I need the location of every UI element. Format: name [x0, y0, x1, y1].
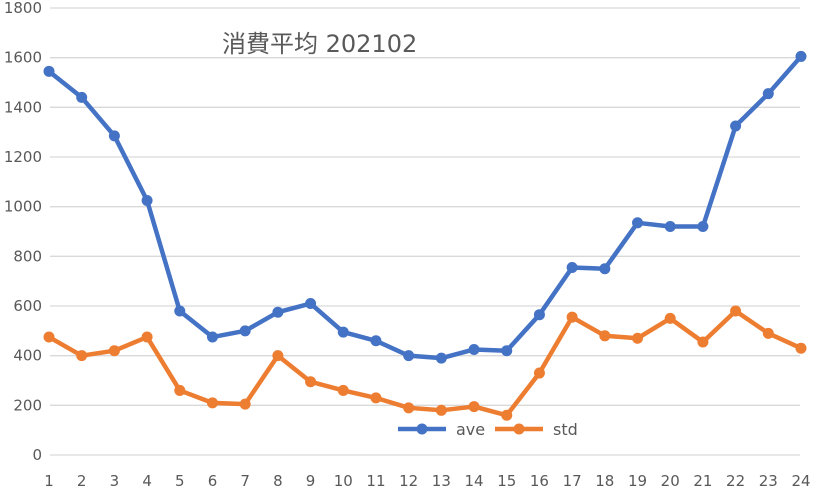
series-ave	[43, 50, 807, 364]
x-tick-label: 22	[726, 472, 745, 490]
data-point-marker	[305, 376, 317, 388]
data-point-marker	[272, 350, 284, 362]
series-line	[46, 308, 804, 418]
data-point-marker	[239, 398, 251, 410]
legend-item-std: std	[495, 420, 578, 439]
data-point-marker	[566, 262, 578, 274]
data-point-marker	[370, 392, 382, 404]
data-point-marker	[795, 342, 807, 354]
x-tick-label: 17	[563, 472, 582, 490]
x-tick-label: 20	[661, 472, 680, 490]
y-tick-label: 1400	[4, 98, 42, 116]
gridlines	[50, 7, 800, 456]
data-point-marker	[174, 305, 186, 317]
data-point-marker	[76, 350, 88, 362]
x-tick-label: 23	[759, 472, 778, 490]
data-point-marker	[566, 311, 578, 323]
data-point-marker	[206, 397, 218, 409]
legend-label: std	[553, 420, 578, 439]
data-point-marker	[337, 326, 349, 338]
x-tick-label: 21	[693, 472, 712, 490]
data-point-marker	[468, 343, 480, 355]
legend-label: ave	[456, 420, 485, 439]
data-point-marker	[403, 402, 415, 414]
series-std	[43, 305, 807, 421]
data-point-marker	[305, 298, 317, 310]
data-point-marker	[697, 336, 709, 348]
x-tick-label: 13	[432, 472, 451, 490]
data-point-marker	[664, 221, 676, 233]
x-tick-label: 6	[208, 472, 218, 490]
data-point-marker	[108, 345, 120, 357]
data-point-marker	[533, 367, 545, 379]
y-tick-label: 800	[13, 247, 42, 265]
data-point-marker	[795, 50, 807, 62]
data-point-marker	[43, 331, 55, 343]
data-point-marker	[174, 384, 186, 396]
x-tick-label: 16	[530, 472, 549, 490]
x-tick-label: 4	[142, 472, 152, 490]
data-point-marker	[762, 88, 774, 100]
y-tick-label: 1200	[4, 148, 42, 166]
x-tick-label: 11	[366, 472, 385, 490]
y-axis-ticks: 0 200 400 600 800 1000 1200 1400 1600 1800	[4, 0, 42, 464]
x-tick-label: 18	[595, 472, 614, 490]
y-tick-label: 200	[13, 396, 42, 414]
data-point-marker	[762, 327, 774, 339]
legend-item-ave: ave	[398, 420, 485, 439]
data-point-marker	[141, 331, 153, 343]
data-point-marker	[468, 401, 480, 413]
data-point-marker	[697, 221, 709, 233]
data-point-marker	[141, 194, 153, 206]
data-point-marker	[501, 409, 513, 421]
data-point-marker	[730, 120, 742, 132]
data-point-marker	[599, 330, 611, 342]
x-tick-label: 15	[497, 472, 516, 490]
data-point-marker	[43, 65, 55, 77]
data-point-marker	[337, 384, 349, 396]
data-point-marker	[370, 335, 382, 347]
y-tick-label: 600	[13, 297, 42, 315]
x-tick-label: 10	[334, 472, 353, 490]
x-tick-label: 1	[44, 472, 54, 490]
x-tick-label: 5	[175, 472, 185, 490]
x-tick-label: 3	[110, 472, 120, 490]
data-point-marker	[435, 352, 447, 364]
x-tick-label: 7	[240, 472, 250, 490]
data-point-marker	[730, 305, 742, 317]
legend-marker-icon	[416, 423, 428, 435]
data-point-marker	[272, 306, 284, 318]
x-tick-label: 14	[464, 472, 483, 490]
y-tick-label: 1600	[4, 49, 42, 67]
data-point-marker	[206, 331, 218, 343]
x-tick-label: 12	[399, 472, 418, 490]
y-tick-label: 400	[13, 347, 42, 365]
data-point-marker	[76, 91, 88, 103]
legend: ave std	[398, 420, 578, 439]
x-axis-ticks: 1 2 3 4 5 6 7 8 9 10 11 12 13 14 15 16 17 18 19 20 21 22 23 24	[44, 472, 810, 490]
chart-title: 消費平均 202102	[222, 30, 417, 58]
data-point-marker	[108, 130, 120, 142]
y-tick-label: 0	[32, 446, 42, 464]
data-point-marker	[599, 263, 611, 275]
data-point-marker	[632, 332, 644, 344]
data-point-marker	[632, 217, 644, 229]
data-point-marker	[501, 345, 513, 357]
x-tick-label: 2	[77, 472, 87, 490]
x-tick-label: 8	[273, 472, 283, 490]
data-point-marker	[403, 350, 415, 362]
legend-marker-icon	[513, 423, 525, 435]
data-point-marker	[664, 312, 676, 324]
data-point-marker	[533, 309, 545, 321]
data-point-marker	[435, 404, 447, 416]
x-tick-label: 24	[791, 472, 810, 490]
series-lines	[43, 50, 807, 421]
y-tick-label: 1000	[4, 198, 42, 216]
data-point-marker	[239, 325, 251, 337]
y-tick-label: 1800	[4, 0, 42, 17]
x-tick-label: 19	[628, 472, 647, 490]
x-tick-label: 9	[306, 472, 316, 490]
